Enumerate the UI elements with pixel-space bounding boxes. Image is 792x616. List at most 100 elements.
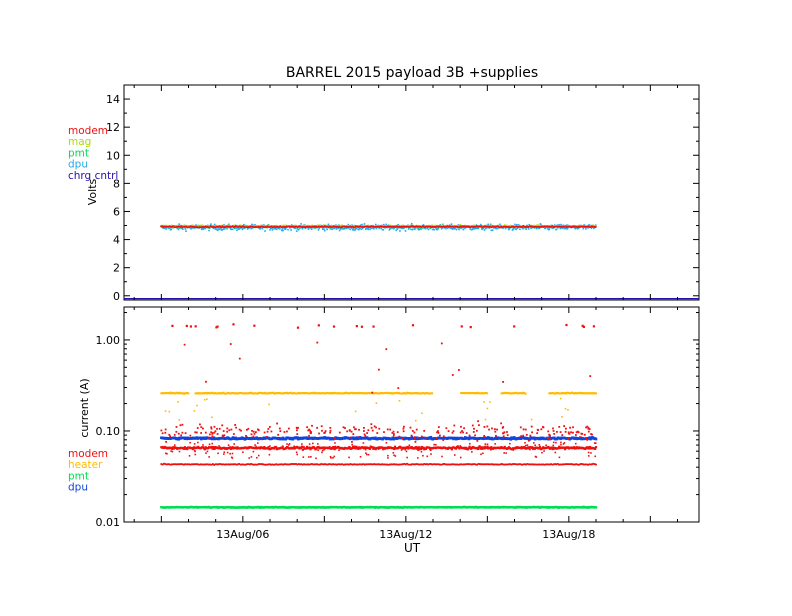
current-point bbox=[173, 444, 176, 446]
current-point bbox=[201, 392, 204, 395]
current-point bbox=[199, 423, 201, 426]
voltage-point bbox=[437, 228, 439, 230]
voltage-point bbox=[535, 227, 538, 230]
current-point bbox=[318, 463, 321, 466]
current-point bbox=[348, 445, 351, 448]
current-point bbox=[366, 463, 369, 466]
voltage-point bbox=[460, 226, 463, 228]
voltage-point bbox=[176, 225, 179, 227]
current-point bbox=[177, 401, 179, 403]
voltage-point bbox=[310, 228, 313, 230]
voltage-point bbox=[239, 225, 242, 228]
current-point bbox=[226, 391, 229, 394]
current-point bbox=[248, 457, 251, 459]
current-x-tick-label: 13Aug/18 bbox=[542, 528, 595, 541]
voltage-point bbox=[290, 229, 292, 231]
current-point bbox=[408, 463, 411, 466]
current-point bbox=[486, 407, 489, 410]
voltage-point bbox=[582, 227, 585, 230]
current-point bbox=[568, 392, 571, 395]
voltage-point bbox=[309, 227, 312, 229]
current-point bbox=[509, 463, 512, 466]
current-point bbox=[389, 428, 392, 431]
current-point bbox=[330, 457, 332, 459]
current-point bbox=[561, 392, 564, 395]
current-point bbox=[424, 436, 427, 439]
current-point bbox=[222, 391, 225, 394]
voltage-point bbox=[541, 225, 544, 228]
current-point bbox=[169, 447, 172, 450]
voltage-point bbox=[271, 226, 274, 229]
current-point bbox=[336, 392, 339, 395]
voltage-point bbox=[386, 226, 389, 229]
current-point bbox=[416, 392, 419, 395]
current-point bbox=[344, 427, 346, 429]
current-point bbox=[532, 436, 536, 440]
current-point bbox=[393, 454, 395, 457]
voltage-point bbox=[283, 224, 285, 227]
current-point bbox=[181, 392, 184, 395]
voltage-point bbox=[359, 227, 361, 230]
current-point bbox=[239, 392, 242, 395]
voltage-point bbox=[425, 225, 428, 228]
current-point bbox=[341, 463, 344, 466]
voltage-point bbox=[584, 226, 586, 228]
current-point bbox=[423, 463, 426, 465]
voltage-point bbox=[363, 226, 366, 228]
current-point bbox=[484, 445, 486, 448]
voltage-point bbox=[397, 223, 399, 226]
current-point bbox=[527, 447, 531, 450]
voltage-point bbox=[369, 226, 372, 228]
current-point bbox=[329, 429, 332, 432]
voltage-point bbox=[320, 224, 322, 227]
current-point bbox=[482, 452, 484, 455]
voltage-point bbox=[534, 226, 536, 228]
current-point bbox=[588, 447, 591, 450]
current-point bbox=[507, 391, 510, 394]
current-point bbox=[538, 463, 541, 466]
current-point bbox=[463, 427, 465, 430]
current-point bbox=[392, 434, 395, 437]
current-point bbox=[506, 434, 509, 437]
voltage-point bbox=[361, 226, 364, 228]
current-point bbox=[403, 392, 406, 395]
voltage-point bbox=[171, 226, 174, 229]
voltage-point bbox=[534, 225, 536, 227]
voltage-point bbox=[241, 226, 244, 228]
current-point bbox=[579, 463, 582, 466]
voltage-point bbox=[378, 227, 381, 229]
voltage-point bbox=[396, 225, 399, 228]
current-point bbox=[514, 391, 517, 394]
current-point bbox=[566, 463, 568, 466]
current-point bbox=[361, 463, 364, 466]
voltage-point bbox=[292, 225, 294, 228]
voltage-point bbox=[564, 226, 567, 229]
current-point bbox=[452, 430, 455, 433]
current-point bbox=[353, 391, 356, 394]
voltage-legend-item: chrg cntrl bbox=[68, 170, 118, 182]
voltage-point bbox=[251, 223, 253, 226]
voltage-point bbox=[280, 229, 283, 232]
voltage-point bbox=[305, 225, 308, 227]
current-point bbox=[403, 425, 405, 428]
voltage-point bbox=[316, 225, 318, 228]
voltage-point bbox=[385, 225, 388, 227]
voltage-y-tick-label: 0 bbox=[113, 290, 120, 303]
current-point bbox=[591, 392, 594, 395]
voltage-point bbox=[367, 225, 370, 228]
current-point bbox=[562, 443, 565, 445]
current-point bbox=[248, 463, 251, 466]
voltage-point bbox=[500, 225, 502, 228]
current-point bbox=[204, 431, 207, 434]
current-point bbox=[330, 463, 333, 466]
current-point bbox=[186, 391, 189, 394]
voltage-point bbox=[439, 224, 441, 227]
current-point bbox=[378, 463, 381, 466]
current-point bbox=[194, 453, 197, 456]
current-point bbox=[587, 427, 590, 430]
voltage-point bbox=[316, 226, 318, 229]
current-point bbox=[545, 444, 547, 447]
voltage-point bbox=[352, 225, 355, 228]
current-point bbox=[489, 401, 491, 403]
voltage-point bbox=[464, 224, 466, 227]
